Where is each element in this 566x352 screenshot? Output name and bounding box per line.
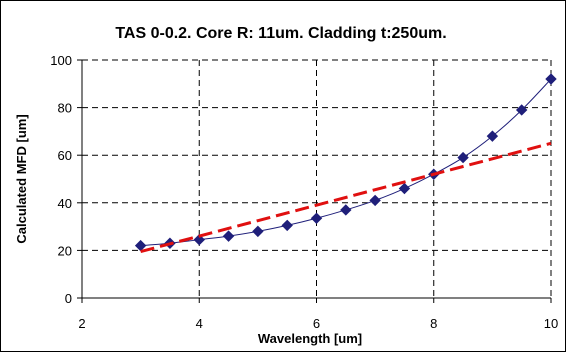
data-point-marker <box>310 212 323 224</box>
x-tick-label: 6 <box>313 316 320 331</box>
x-tick-label: 8 <box>430 316 437 331</box>
data-point-marker <box>545 73 557 85</box>
y-tick-label: 0 <box>65 291 72 306</box>
x-tick-label: 4 <box>196 316 203 331</box>
y-tick-label: 60 <box>58 148 72 163</box>
data-point-marker <box>252 225 264 238</box>
x-axis-label: Wavelength [um] <box>258 331 362 346</box>
data-point-marker <box>515 104 528 116</box>
y-tick-label: 100 <box>50 53 72 68</box>
data-point-marker <box>486 130 499 142</box>
data-point-marker <box>398 182 411 195</box>
data-point-marker <box>457 151 469 164</box>
y-tick-label: 80 <box>58 101 72 116</box>
data-point-marker <box>193 233 205 246</box>
y-tick-label: 20 <box>58 243 72 258</box>
chart-title: TAS 0-0.2. Core R: 11um. Cladding t:250u… <box>115 25 446 42</box>
y-axis-label: Calculated MFD [um] <box>14 114 29 243</box>
data-point-marker <box>222 230 235 242</box>
data-point-marker <box>369 194 381 207</box>
data-point-marker <box>340 204 352 216</box>
data-point-marker <box>281 219 293 232</box>
x-tick-label: 2 <box>78 316 85 331</box>
x-tick-label: 10 <box>544 316 558 331</box>
y-tick-label: 40 <box>58 196 72 211</box>
series-line-dashed <box>140 141 552 254</box>
